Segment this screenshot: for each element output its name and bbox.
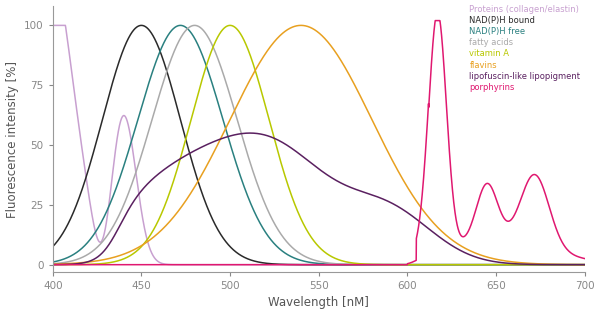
- Y-axis label: Fluorescence intensity [%]: Fluorescence intensity [%]: [5, 60, 19, 218]
- X-axis label: Wavelength [nM]: Wavelength [nM]: [268, 296, 369, 309]
- Legend: Proteins (collagen/elastin), NAD(P)H bound, NAD(P)H free, fatty acids, vitamin A: Proteins (collagen/elastin), NAD(P)H bou…: [469, 5, 580, 92]
